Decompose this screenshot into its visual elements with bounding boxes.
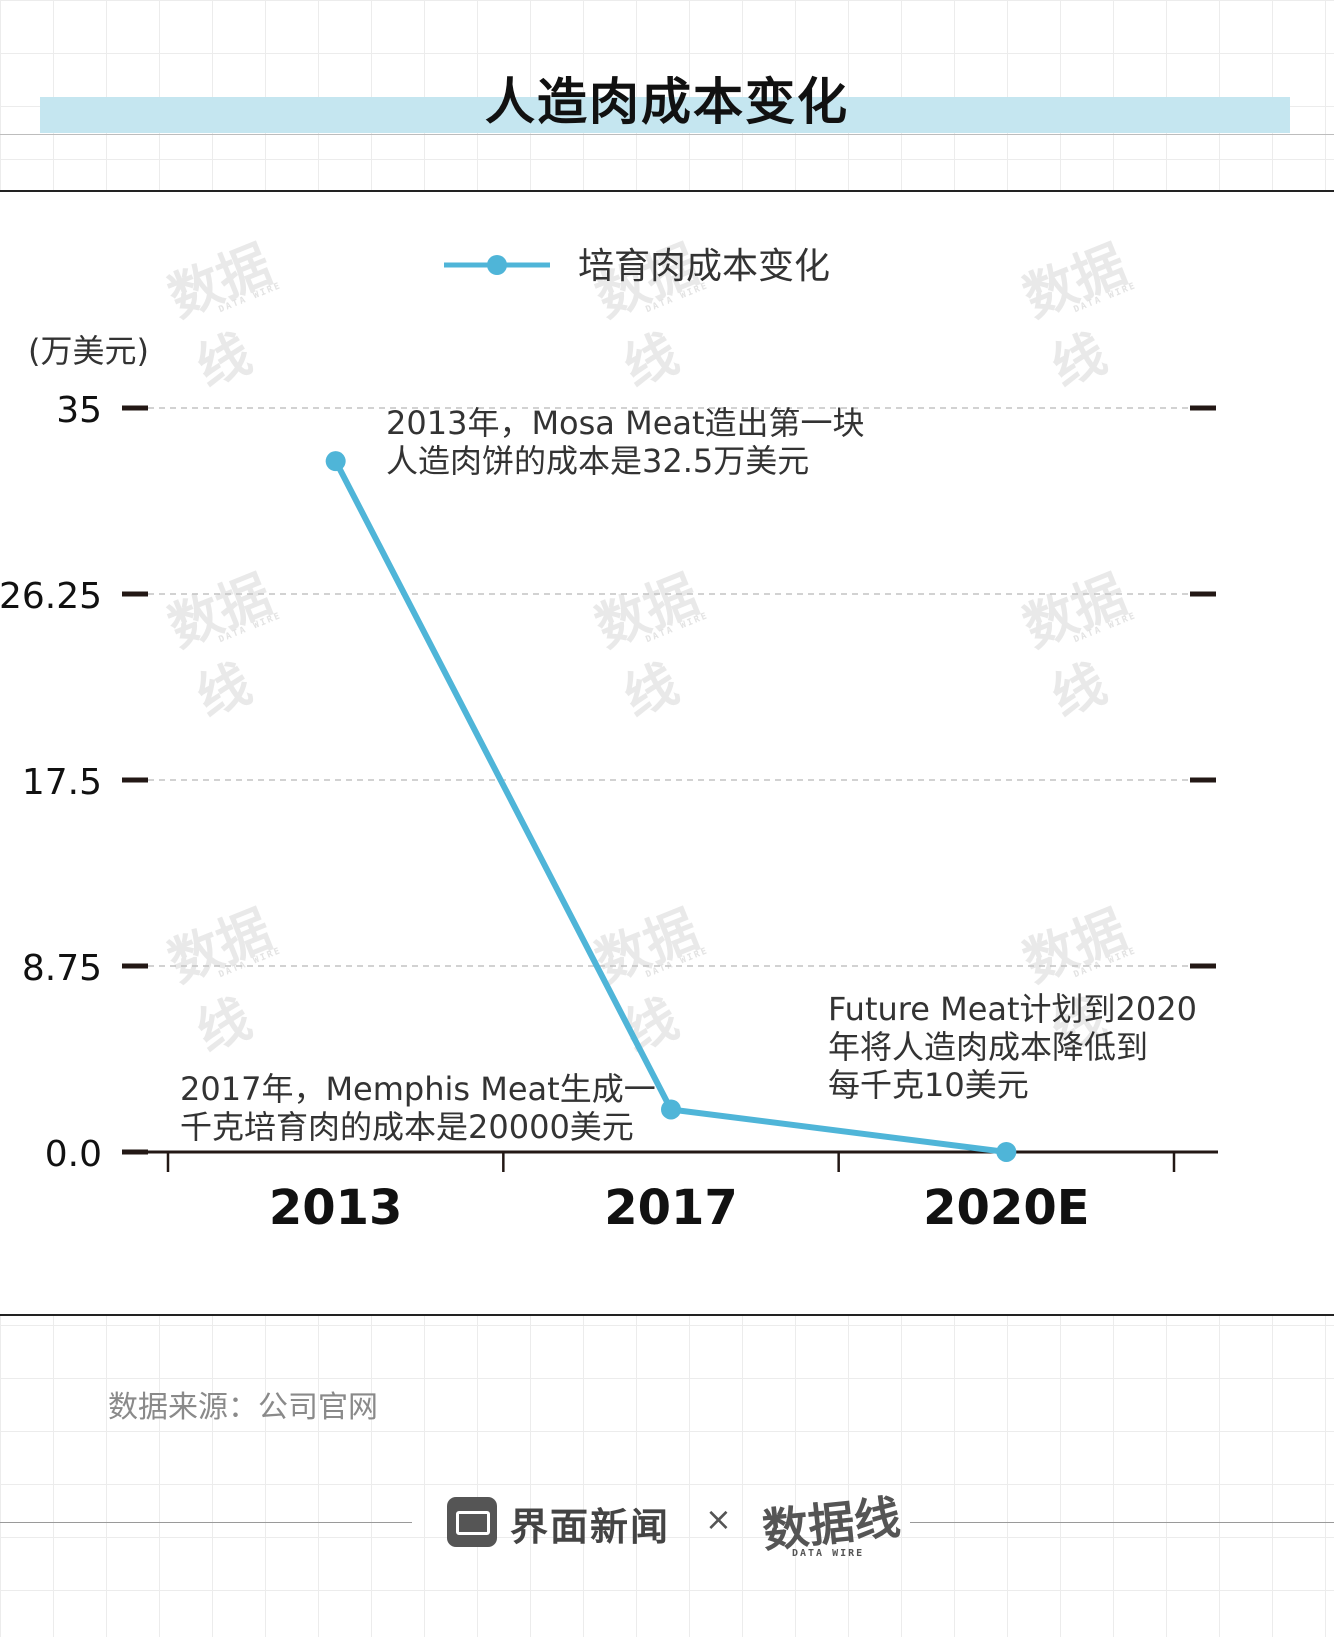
chart-panel: 数据线 DATA WIRE 数据线 DATA WIRE 数据线 DATA WIRE 数…: [0, 190, 1334, 1316]
annotation-text: Future Meat计划到2020: [828, 990, 1197, 1028]
annotation-text: 2013年，Mosa Meat造出第一块: [386, 404, 865, 442]
annotation-text: 人造肉饼的成本是32.5万美元: [386, 442, 809, 480]
legend-label: 培育肉成本变化: [578, 246, 830, 287]
title-band: [40, 97, 1290, 133]
annotation-text: 千克培育肉的成本是20000美元: [180, 1108, 634, 1146]
x-tick-label: 2013: [269, 1180, 403, 1236]
data-point: [996, 1141, 1017, 1162]
y-tick-label: 26.25: [0, 576, 102, 617]
y-axis-unit: (万美元): [28, 332, 149, 370]
line-chart: 培育肉成本变化 (万美元) 35 26.25 17.5 8.75 0.0 2013 2017 20…: [0, 246, 1218, 1236]
x-tick-label: 2020E: [923, 1180, 1089, 1236]
annotation-text: 2017年，Memphis Meat生成一: [180, 1070, 656, 1108]
annotation-text: 每千克10美元: [828, 1066, 1029, 1104]
brand-logo-icon: [447, 1497, 497, 1547]
footer-brand: 界面新闻: [510, 1505, 671, 1549]
title-rule: [0, 134, 1334, 135]
y-tick-label: 8.75: [22, 948, 102, 989]
partner-logo-sub: DATA WIRE: [792, 1548, 865, 1559]
annotation-text: 年将人造肉成本降低到: [828, 1028, 1148, 1066]
footer-rule-right: [910, 1522, 1334, 1523]
data-source: 数据来源：公司官网: [108, 1390, 378, 1425]
chart-title: 人造肉成本变化: [485, 73, 849, 131]
y-tick-label: 17.5: [22, 762, 102, 803]
data-point: [325, 451, 346, 472]
data-point: [661, 1099, 681, 1120]
footer-separator: ×: [705, 1500, 732, 1538]
legend-marker: [487, 255, 507, 275]
x-tick-label: 2017: [604, 1180, 738, 1236]
y-tick-label: 35: [56, 390, 102, 431]
footer-rule-left: [0, 1522, 412, 1523]
y-tick-label: 0.0: [45, 1134, 102, 1175]
